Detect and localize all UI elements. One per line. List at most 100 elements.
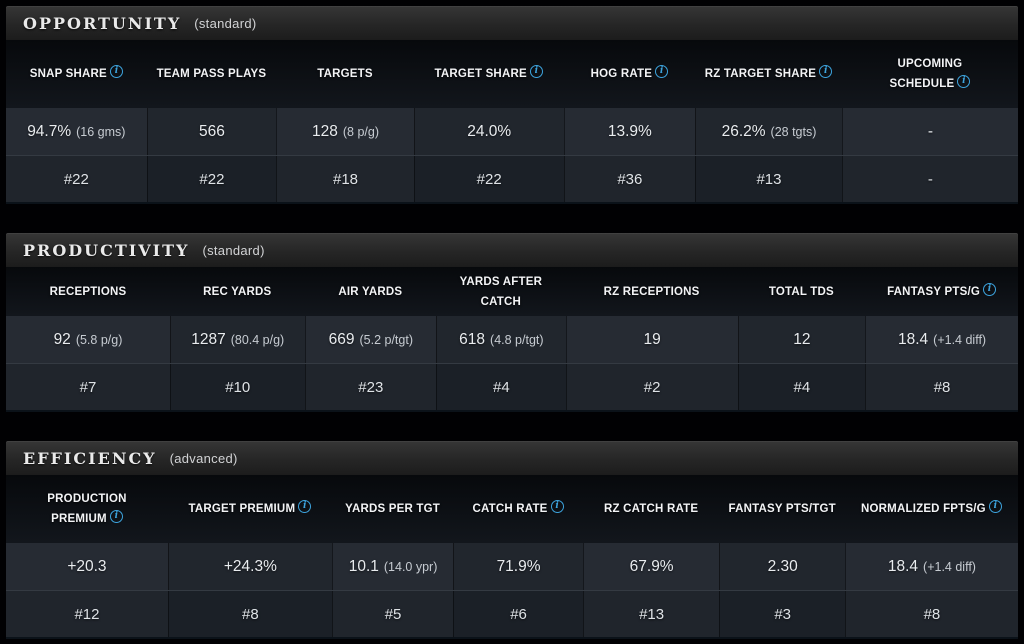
column-header-label: FANTASY PTS/G — [887, 285, 980, 298]
stat-value: 26.2% — [721, 122, 766, 140]
info-icon[interactable] — [550, 500, 564, 514]
column-header: REC YARDS — [170, 267, 305, 316]
stat-value-cell: - — [841, 108, 1018, 155]
column-header-label: TARGET PREMIUM — [188, 503, 296, 516]
value-row: 92 (5.8 p/g) 1287 (80.4 p/g) 669 (5.2 p/… — [6, 316, 1018, 363]
stat-value: 1287 — [191, 330, 226, 348]
info-icon[interactable] — [655, 65, 669, 79]
info-icon[interactable] — [988, 500, 1002, 514]
info-icon[interactable] — [109, 65, 123, 79]
stat-value: 618 — [459, 330, 486, 348]
column-header: CATCH RATE — [453, 475, 583, 543]
info-icon[interactable] — [819, 65, 833, 79]
stat-rank-cell: #18 — [276, 156, 414, 202]
stat-rank-cell: #5 — [331, 591, 454, 637]
stat-value-note: (80.4 p/g) — [230, 332, 285, 347]
stat-rank: #18 — [332, 170, 359, 188]
column-header: RZ TARGET SHARE — [695, 40, 842, 108]
column-header: TOTAL TDS — [738, 267, 866, 316]
column-header-label: PRODUCTION PREMIUM — [47, 493, 127, 525]
stat-rank-cell: #10 — [169, 364, 305, 410]
stat-value-cell: 618 (4.8 p/tgt) — [436, 316, 566, 363]
column-header: FANTASY PTS/G — [865, 267, 1018, 316]
stat-rank: #12 — [74, 605, 100, 623]
column-header-label: RZ RECEPTIONS — [603, 285, 700, 298]
column-header-row: RECEPTIONS REC YARDS AIR YARDS YARDS AFT… — [6, 267, 1018, 316]
info-icon[interactable] — [109, 510, 123, 523]
stat-value: 92 — [53, 330, 71, 348]
stat-value-cell: 566 — [146, 108, 277, 155]
stat-rank-cell: #22 — [413, 156, 564, 202]
stat-value: 2.30 — [767, 557, 798, 575]
stat-rank: #13 — [756, 170, 782, 188]
stat-value: 18.4 — [887, 557, 919, 575]
section-title: PRODUCTIVITY — [23, 240, 190, 260]
column-header-row: SNAP SHARE TEAM PASS PLAYS TARGETS TARGE… — [6, 40, 1018, 108]
value-row: 94.7% (16 gms) 566 128 (8 p/g) 24.0% 13.… — [6, 108, 1018, 155]
stat-value-cell: 26.2% (28 tgts) — [695, 108, 842, 155]
stat-rank: #4 — [793, 378, 811, 396]
stat-value-cell: 24.0% — [413, 108, 564, 155]
stat-value-cell: 71.9% — [453, 543, 583, 590]
stat-value: 94.7% — [27, 122, 72, 140]
info-icon[interactable] — [298, 500, 312, 514]
column-header-label: RECEPTIONS — [49, 285, 127, 298]
column-header-label: REC YARDS — [203, 285, 272, 298]
stat-rank-cell: - — [841, 156, 1018, 202]
stat-value-note: (+1.4 diff) — [933, 332, 987, 347]
stat-rank-cell: #8 — [167, 591, 332, 637]
column-header: UPCOMING SCHEDULE — [842, 40, 1018, 108]
stat-value-note: (4.8 p/tgt) — [490, 332, 544, 347]
column-header-label: TEAM PASS PLAYS — [156, 68, 267, 81]
stat-value-cell: 94.7% (16 gms) — [6, 108, 147, 155]
stat-value: 19 — [643, 330, 661, 348]
section-header: OPPORTUNITY (standard) — [6, 6, 1018, 40]
stat-value: 13.9% — [607, 122, 652, 140]
stat-rank-cell: #23 — [304, 364, 437, 410]
stat-value-note: (28 tgts) — [770, 124, 817, 139]
column-header-label: RZ TARGET SHARE — [704, 68, 817, 81]
stat-rank: #13 — [639, 605, 665, 623]
stat-value-cell: 2.30 — [719, 543, 845, 590]
column-header-label: YARDS PER TGT — [345, 503, 440, 516]
info-icon[interactable] — [957, 75, 971, 88]
stats-section: OPPORTUNITY (standard) SNAP SHARE TEAM P… — [6, 6, 1018, 204]
stat-rank: #8 — [933, 378, 951, 396]
column-header-label: HOG RATE — [590, 68, 653, 81]
stat-value: 18.4 — [897, 330, 929, 348]
stat-rank: #6 — [510, 605, 527, 623]
stat-value-cell: 19 — [565, 316, 738, 363]
column-header-label: SNAP SHARE — [29, 68, 107, 81]
section-subtitle: (standard) — [202, 242, 265, 258]
stat-rank: #7 — [79, 378, 97, 396]
rank-row: #22 #22 #18 #22 #36 #13 - — [6, 155, 1018, 204]
stat-rank: - — [927, 170, 933, 188]
stat-value: 67.9% — [629, 557, 674, 575]
stat-value-cell: 18.4 (+1.4 diff) — [844, 543, 1018, 590]
stat-rank: #2 — [643, 378, 661, 396]
stat-rank: #22 — [63, 170, 89, 188]
info-icon[interactable] — [983, 282, 996, 296]
stat-rank: #3 — [774, 605, 791, 623]
column-header: AIR YARDS — [305, 267, 437, 316]
column-header-label: TARGET SHARE — [434, 68, 527, 81]
column-header: HOG RATE — [564, 40, 696, 108]
stat-rank-cell: #13 — [582, 591, 720, 637]
info-icon[interactable] — [529, 65, 543, 79]
stat-value: +20.3 — [67, 557, 107, 575]
section-title: EFFICIENCY — [23, 448, 157, 468]
stat-value-note: (16 gms) — [76, 124, 126, 139]
stat-value-cell: +24.3% — [167, 543, 332, 590]
column-header-label: YARDS AFTER CATCH — [459, 275, 543, 308]
stat-value-note: (8 p/g) — [342, 124, 379, 139]
section-header: PRODUCTIVITY (standard) — [6, 233, 1018, 267]
stat-rank-cell: #22 — [146, 156, 277, 202]
stat-rank: #4 — [493, 378, 510, 396]
column-header: YARDS AFTER CATCH — [436, 267, 566, 316]
stat-value-cell: 669 (5.2 p/tgt) — [304, 316, 437, 363]
stat-rank-cell: #8 — [865, 364, 1018, 410]
stat-value-cell: 128 (8 p/g) — [276, 108, 414, 155]
column-header-label: NORMALIZED FPTS/G — [861, 503, 986, 516]
stat-value-cell: 10.1 (14.0 ypr) — [331, 543, 454, 590]
stat-rank: #36 — [617, 170, 643, 188]
